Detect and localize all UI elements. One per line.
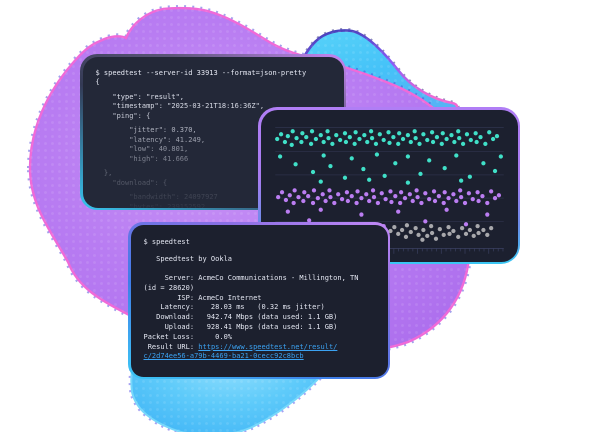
terminal-json-download: "bandwidth": 24097927 "bytes": 239152592 — [129, 193, 218, 208]
terminal-result-title: Speedtest by Ookla — [143, 255, 233, 264]
terminal-json-content: $ speedtest --server-id 33913 --format=j… — [96, 69, 344, 208]
terminal-json-ping: "jitter": 0.370, "latency": 41.249, "low… — [129, 126, 206, 163]
result-url-link-line2[interactable]: c/2d74ee56-a79b-4469-ba21-0cecc92c8bcb — [143, 352, 304, 361]
terminal-json-meta: "type": "result", "timestamp": "2025-03-… — [112, 92, 265, 120]
latency-chart-panel — [258, 107, 520, 264]
spacer — [144, 265, 388, 274]
terminal-json-command: $ speedtest --server-id 33913 --format=j… — [95, 68, 307, 87]
terminal-window-result: $ speedtest Speedtest by Ookla Server: A… — [128, 222, 390, 379]
result-stats-text: Server: AcmeCo Communications - Millingt… — [143, 274, 359, 351]
latency-chart-svg — [274, 126, 504, 254]
spacer — [144, 247, 388, 255]
terminal-json-close: }, "download": { — [103, 169, 168, 187]
terminal-result-body: Server: AcmeCo Communications - Millingt… — [144, 274, 388, 362]
terminal-result-command: $ speedtest — [143, 237, 190, 246]
result-url-link-line1[interactable]: https://www.speedtest.net/result/ — [198, 342, 338, 351]
